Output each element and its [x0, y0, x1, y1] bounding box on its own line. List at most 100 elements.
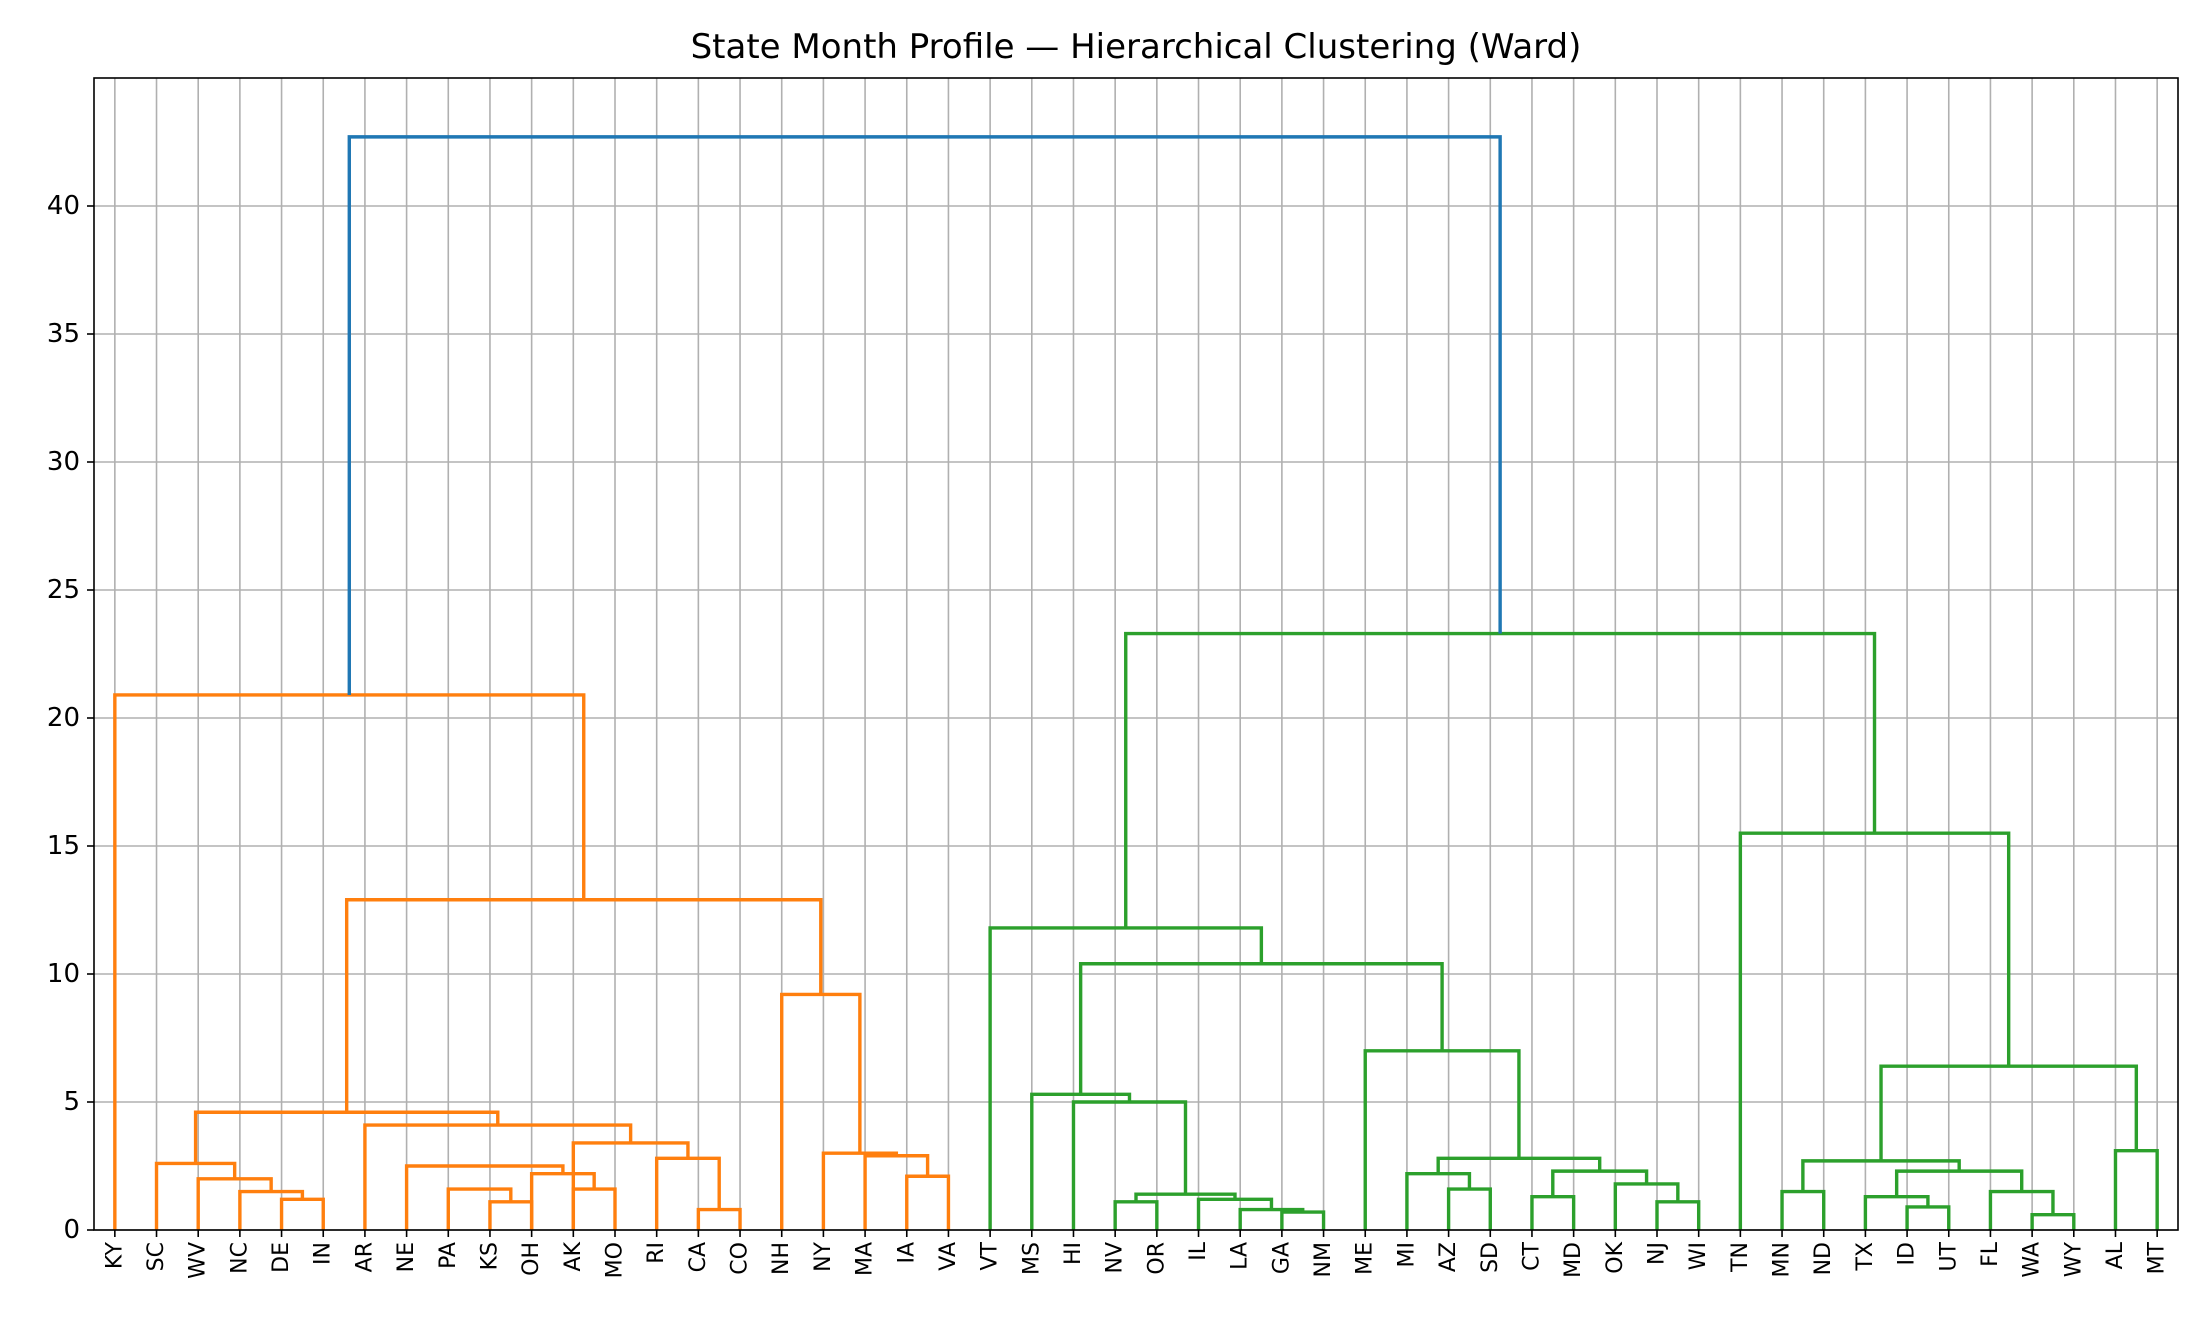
dendrogram-link — [1405, 1171, 1472, 1230]
dendrogram-link — [654, 1156, 721, 1230]
x-tick-label: ME — [1353, 1242, 1378, 1275]
dendrogram-link — [404, 1164, 565, 1230]
dendrogram-link — [780, 992, 862, 1230]
x-tick-label: TX — [1853, 1242, 1878, 1272]
x-tick-label: MA — [853, 1242, 878, 1276]
x-tick-label: OR — [1144, 1242, 1169, 1275]
plot-frame — [93, 77, 2179, 1231]
dendrogram-link — [1196, 1197, 1274, 1230]
x-tick-label: GA — [1269, 1242, 1294, 1274]
x-tick-label: NJ — [1645, 1242, 1670, 1265]
dendrogram-link — [154, 1161, 237, 1230]
x-tick-label: CA — [686, 1242, 711, 1272]
grid — [94, 78, 2178, 1231]
dendrogram-link — [113, 693, 586, 1230]
dendrogram-link — [193, 1110, 500, 1164]
x-tick-label: MT — [2145, 1241, 2170, 1274]
x-tick-label: WI — [1686, 1242, 1711, 1270]
x-tick-label: CO — [728, 1242, 753, 1275]
dendrogram-link — [1879, 1064, 2139, 1161]
y-tick-label: 15 — [47, 831, 80, 861]
x-tick-label: OK — [1603, 1241, 1628, 1273]
x-tick-label: HI — [1061, 1242, 1086, 1265]
y-tick-label: 40 — [47, 191, 80, 221]
dendrogram-link — [347, 135, 1502, 695]
dendrogram-link — [1363, 1049, 1521, 1230]
y-tick-label: 0 — [63, 1215, 80, 1245]
dendrogram-link — [344, 898, 823, 1113]
dendrogram-link — [1530, 1195, 1576, 1230]
dendrogram-link — [363, 1123, 633, 1230]
dendrogram-link — [1071, 1100, 1188, 1230]
x-tick-label: NY — [811, 1241, 836, 1271]
x-tick-label: AZ — [1436, 1242, 1461, 1272]
y-tick-label: 25 — [47, 575, 80, 605]
dendrogram-link — [905, 1174, 951, 1230]
dendrogram-link — [1780, 1189, 1826, 1230]
dendrogram-link — [863, 1154, 930, 1230]
x-tick-label: AR — [352, 1242, 377, 1272]
axis-ticks: KY SC WV NC DE IN AR NE PA KS OH AK MO RI CA CO NH NY MA IA… — [47, 191, 2170, 1279]
x-tick-label: MD — [1561, 1242, 1586, 1278]
x-tick-label: LA — [1228, 1242, 1253, 1270]
x-tick-label: MO — [603, 1242, 628, 1278]
y-tick-label: 35 — [47, 319, 80, 349]
dendrogram-link — [2113, 1148, 2159, 1230]
dendrogram-link — [1863, 1195, 1930, 1230]
dendrogram-link — [529, 1171, 596, 1230]
y-tick-label: 30 — [47, 447, 80, 477]
dendrogram-link — [1078, 962, 1444, 1095]
y-tick-label: 5 — [63, 1087, 80, 1117]
x-tick-label: SD — [1478, 1242, 1503, 1273]
dendrogram-link — [196, 1177, 273, 1230]
x-tick-label: MS — [1019, 1242, 1044, 1275]
x-tick-label: AK — [561, 1241, 586, 1271]
chart-title: State Month Profile — Hierarchical Clust… — [691, 27, 1582, 67]
x-tick-label: NH — [769, 1242, 794, 1275]
dendrogram-link — [1124, 631, 1877, 928]
x-tick-label: KS — [477, 1242, 502, 1270]
dendrogram-link — [1801, 1159, 1961, 1192]
dendrogram-link — [1113, 1200, 1159, 1230]
dendrogram-link — [1613, 1182, 1680, 1230]
dendrogram-link — [571, 1141, 690, 1230]
dendrogram-link — [1988, 1189, 2055, 1230]
x-tick-label: SC — [144, 1242, 169, 1271]
x-tick-label: ND — [1811, 1242, 1836, 1275]
dendrogram-link — [1905, 1205, 1951, 1230]
x-tick-label: NC — [227, 1242, 252, 1274]
x-tick-label: TN — [1728, 1242, 1753, 1273]
x-tick-label: VT — [978, 1241, 1003, 1270]
dendrogram-link — [488, 1200, 534, 1230]
y-tick-label: 20 — [47, 703, 80, 733]
x-tick-label: MN — [1770, 1242, 1795, 1277]
x-tick-label: WV — [186, 1242, 211, 1279]
x-tick-label: WY — [2061, 1241, 2086, 1277]
dendrogram-link — [696, 1207, 742, 1230]
x-tick-label: NV — [1103, 1242, 1128, 1274]
x-tick-label: IA — [894, 1242, 919, 1264]
x-tick-label: DE — [269, 1242, 294, 1273]
x-tick-label: MI — [1394, 1242, 1419, 1267]
x-tick-label: RI — [644, 1242, 669, 1264]
x-tick-label: ID — [1895, 1242, 1920, 1265]
y-tick-label: 10 — [47, 959, 80, 989]
x-tick-label: NE — [394, 1242, 419, 1272]
x-tick-label: IN — [311, 1242, 336, 1265]
dendrogram-link — [238, 1189, 305, 1230]
x-tick-label: WA — [2020, 1242, 2045, 1278]
x-tick-label: IL — [1186, 1241, 1211, 1260]
dendrogram-link — [446, 1187, 513, 1230]
dendrogram-link — [2030, 1212, 2076, 1230]
x-tick-label: NM — [1311, 1242, 1336, 1277]
x-tick-label: PA — [436, 1242, 461, 1269]
dendrogram-link — [1655, 1200, 1701, 1230]
dendrogram-link — [821, 1151, 899, 1230]
x-tick-label: OH — [519, 1242, 544, 1276]
x-tick-label: KY — [102, 1241, 127, 1269]
dendrogram-link — [279, 1197, 325, 1230]
x-tick-label: AL — [2103, 1241, 2128, 1269]
dendrogram-links — [113, 135, 2159, 1230]
dendrogram-link — [571, 1187, 617, 1230]
